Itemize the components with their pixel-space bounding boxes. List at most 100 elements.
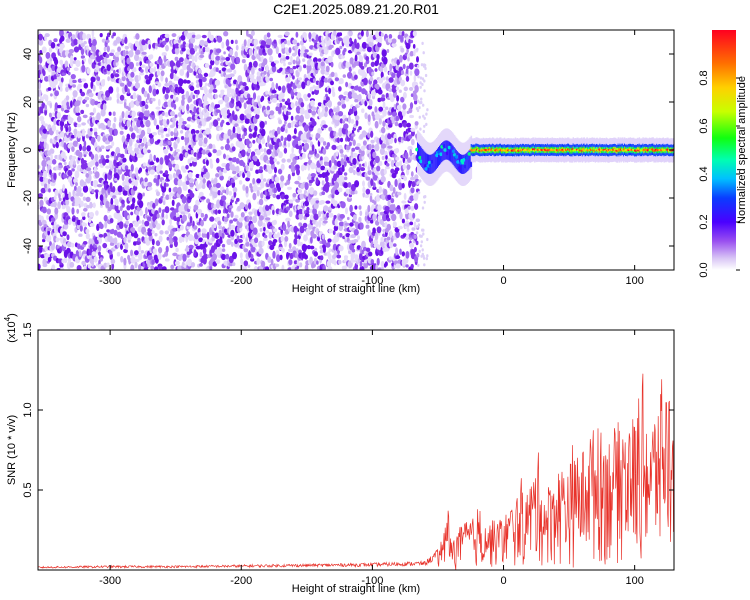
spectrogram-noise-cell bbox=[57, 104, 62, 109]
spectrogram-noise-cell bbox=[341, 103, 347, 109]
spectrogram-noise-cell bbox=[309, 86, 314, 93]
spectrogram-noise-cell bbox=[79, 192, 84, 197]
spectrogram-band-cell bbox=[417, 142, 419, 162]
spectrogram-noise-cell bbox=[145, 119, 151, 128]
spectrogram-noise-cell bbox=[73, 160, 76, 166]
spectrogram-noise-cell bbox=[214, 94, 218, 99]
spectrogram-noise-cell bbox=[386, 49, 390, 53]
spectrogram-band-cell bbox=[434, 151, 437, 171]
spectrogram-noise-cell bbox=[360, 167, 366, 172]
spectrogram-noise-cell bbox=[147, 255, 153, 261]
spectrogram-noise-cell bbox=[327, 55, 333, 63]
spectrogram-noise-cell bbox=[230, 229, 235, 237]
spectrogram-noise-cell bbox=[391, 72, 396, 78]
spectrogram-noise-cell bbox=[70, 100, 73, 108]
spectrogram-noise-cell bbox=[98, 237, 102, 244]
spectrogram-noise-cell bbox=[340, 158, 345, 166]
spectrogram-noise-cell bbox=[149, 136, 155, 145]
spectrogram-noise-cell bbox=[131, 121, 135, 129]
spectrogram-noise-cell bbox=[287, 173, 291, 181]
spectrogram-noise-cell bbox=[100, 145, 105, 149]
spectrogram-noise-cell bbox=[182, 41, 187, 49]
spectrogram-band-cell bbox=[469, 149, 471, 169]
spectrogram-noise-cell bbox=[167, 127, 171, 135]
spectrogram-noise-cell bbox=[117, 168, 123, 175]
spectrogram-noise-cell bbox=[123, 248, 128, 254]
spectrogram-noise-cell bbox=[85, 196, 91, 202]
spectrogram-noise-cell bbox=[385, 155, 388, 160]
spectrogram-noise-cell bbox=[235, 158, 240, 164]
spectrogram-noise-cell bbox=[378, 117, 382, 125]
spectrogram-noise-cell bbox=[128, 138, 133, 147]
spectrogram-noise-cell bbox=[156, 213, 160, 219]
spectrogram-noise-cell bbox=[235, 87, 239, 95]
spectrogram-noise-cell bbox=[376, 244, 381, 250]
spectrogram-noise-cell bbox=[232, 251, 237, 260]
spectrogram-noise-cell bbox=[400, 34, 404, 42]
spectrogram-noise-cell bbox=[159, 170, 163, 174]
spectrogram-noise-cell bbox=[136, 176, 140, 181]
spectrogram-noise-cell bbox=[220, 195, 227, 202]
spectrogram-noise-cell bbox=[376, 226, 382, 234]
spectrogram-noise-cell bbox=[260, 192, 264, 199]
spectrogram-noise-cell bbox=[236, 197, 240, 202]
spectrogram-noise-cell bbox=[341, 164, 345, 172]
spectrogram-noise-cell bbox=[233, 69, 237, 75]
spectrogram-noise-cell bbox=[409, 221, 414, 226]
spectrogram-noise-cell bbox=[80, 91, 86, 97]
spectrogram-noise-cell bbox=[425, 257, 428, 261]
spectrogram-noise-cell bbox=[320, 255, 324, 261]
spectrogram-noise-cell bbox=[148, 85, 152, 94]
spectrogram-noise-cell bbox=[243, 248, 249, 253]
spectrogram-band-cell bbox=[423, 150, 425, 170]
spectrogram-noise-cell bbox=[385, 166, 390, 170]
spectrogram-noise-cell bbox=[327, 39, 332, 45]
spectrogram-noise-cell bbox=[363, 262, 369, 269]
spectrogram-noise-cell bbox=[321, 239, 327, 245]
spectrogram-noise-cell bbox=[260, 128, 266, 137]
spectrogram-noise-cell bbox=[340, 55, 345, 59]
spectrogram-noise-cell bbox=[139, 72, 145, 76]
spectrogram-noise-cell bbox=[112, 186, 116, 193]
spectrogram-noise-cell bbox=[181, 105, 185, 113]
spectrogram-noise-cell bbox=[350, 234, 356, 239]
spectrogram-noise-cell bbox=[266, 159, 271, 164]
spectrogram-noise-cell bbox=[263, 148, 267, 154]
spectrogram-noise-cell bbox=[286, 98, 291, 104]
spectrogram-noise-cell bbox=[405, 68, 409, 75]
spectrogram-noise-cell bbox=[271, 81, 275, 90]
spectrogram-noise-cell bbox=[228, 157, 233, 161]
spectrogram-noise-cell bbox=[215, 259, 221, 265]
spectrogram-noise-cell bbox=[144, 104, 149, 110]
spectrogram-noise-cell bbox=[161, 211, 165, 218]
spectrogram-noise-cell bbox=[313, 202, 319, 210]
spectrogram-noise-cell bbox=[194, 114, 200, 121]
spectrogram-noise-cell bbox=[304, 97, 309, 102]
spectrogram-noise-cell bbox=[168, 237, 174, 245]
spectrogram-noise-cell bbox=[372, 227, 376, 234]
spectrogram-noise-cell bbox=[336, 105, 340, 113]
spectrogram-noise-cell bbox=[256, 71, 261, 77]
spectrogram-noise-cell bbox=[384, 261, 388, 267]
spectrogram-noise-cell bbox=[295, 31, 299, 38]
spectrogram-noise-cell bbox=[263, 237, 268, 241]
spectrogram-noise-cell bbox=[88, 211, 95, 218]
spectrogram-noise-cell bbox=[326, 212, 330, 218]
spectrogram-noise-cell bbox=[181, 98, 185, 106]
spectrogram-noise-cell bbox=[89, 223, 95, 227]
spectrogram-noise-cell bbox=[250, 30, 255, 36]
spectrogram-noise-cell bbox=[139, 209, 143, 216]
spectrogram-noise-cell bbox=[59, 131, 65, 138]
spectrogram-noise-cell bbox=[68, 49, 75, 54]
spectrogram-noise-cell bbox=[339, 149, 344, 154]
spectrogram-noise-cell bbox=[118, 165, 122, 170]
spectrogram-noise-cell bbox=[105, 200, 110, 209]
spectrogram-noise-cell bbox=[82, 151, 89, 155]
spectrogram-noise-cell bbox=[189, 192, 195, 198]
spectrogram-noise-cell bbox=[154, 198, 159, 207]
spectrogram-noise-cell bbox=[422, 103, 425, 107]
spectrogram-noise-cell bbox=[75, 106, 80, 113]
spectrogram-noise-cell bbox=[332, 91, 336, 98]
spectrogram-noise-cell bbox=[158, 265, 163, 270]
spectrogram-band-cell bbox=[425, 152, 427, 172]
